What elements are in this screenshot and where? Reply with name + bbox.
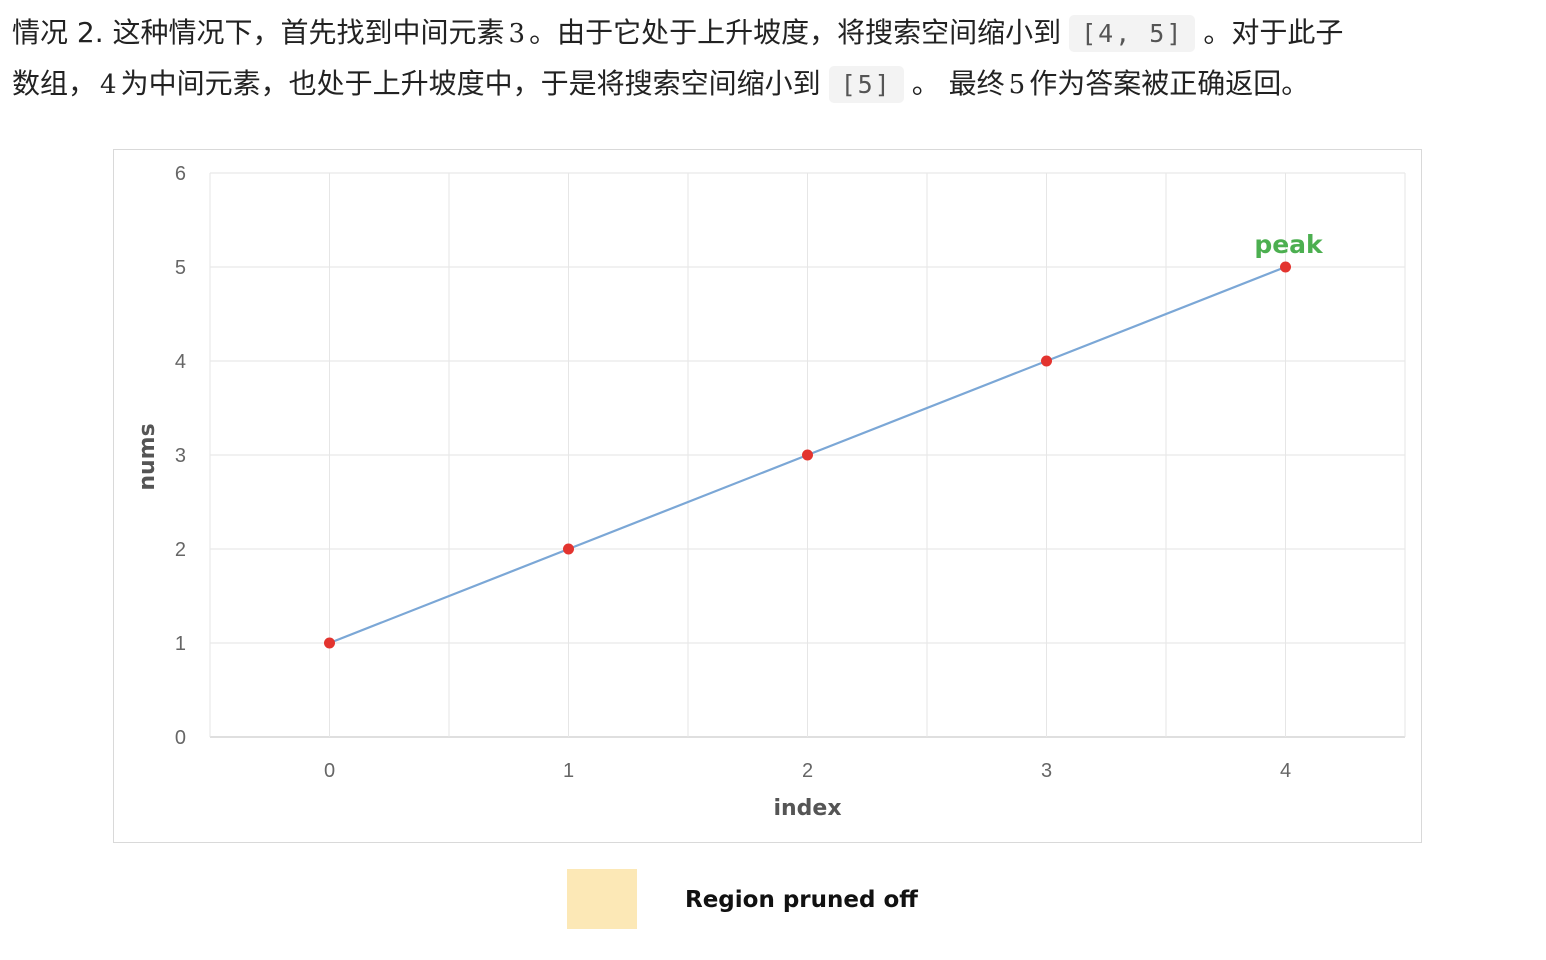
text-segment: 数组， — [12, 67, 97, 100]
text-segment: 。 最终 — [911, 67, 1005, 100]
y-tick-label: 3 — [175, 445, 186, 467]
x-tick-label: 4 — [1280, 760, 1291, 782]
math-number: 3 — [508, 19, 526, 49]
inline-code: [4, 5] — [1069, 15, 1196, 52]
y-axis-title: nums — [135, 423, 160, 490]
x-tick-label: 0 — [324, 760, 335, 782]
legend: Region pruned off — [567, 869, 987, 929]
explanation-paragraph: 情况 2. 这种情况下，首先找到中间元素 3 。由于它处于上升坡度，将搜索空间缩小到… — [12, 8, 1537, 110]
x-tick-label: 3 — [1041, 760, 1052, 782]
paragraph-line-2: 数组， 4 为中间元素，也处于上升坡度中，于是将搜索空间缩小到 [5]。 最终 5 作为答… — [12, 59, 1537, 110]
y-tick-label: 5 — [175, 257, 186, 279]
line-chart: 0 1 2 3 4 5 6 0 1 2 3 4 index nums peak — [135, 163, 1406, 821]
inline-code: [5] — [828, 66, 904, 103]
paragraph-line-1: 情况 2. 这种情况下，首先找到中间元素 3 。由于它处于上升坡度，将搜索空间缩小到… — [12, 8, 1537, 59]
text-segment: 情况 2. 这种情况下，首先找到中间元素 — [12, 16, 505, 49]
math-number: 4 — [100, 70, 117, 100]
text-segment: 为中间元素，也处于上升坡度中，于是将搜索空间缩小到 — [120, 67, 821, 100]
x-tick-label: 2 — [802, 760, 813, 782]
y-tick-label: 2 — [175, 539, 186, 561]
data-point — [1041, 355, 1052, 367]
axis-layer: 0 1 2 3 4 5 6 0 1 2 3 4 — [175, 163, 1291, 782]
x-tick-label: 1 — [563, 760, 574, 782]
label-layer: index nums peak — [135, 230, 1324, 821]
y-tick-label: 0 — [175, 727, 186, 749]
chart-frame: 0 1 2 3 4 5 6 0 1 2 3 4 index nums peak — [113, 149, 1422, 843]
text-segment: 。对于此子 — [1203, 16, 1344, 49]
x-axis-title: index — [773, 796, 841, 821]
data-point — [802, 449, 813, 461]
data-point — [1280, 261, 1291, 273]
y-tick-label: 4 — [175, 351, 186, 373]
series-layer — [324, 261, 1291, 649]
data-point — [324, 637, 335, 649]
legend-swatch — [567, 869, 637, 929]
math-number: 5 — [1008, 70, 1026, 100]
y-tick-label: 1 — [175, 633, 186, 655]
text-segment: 作为答案被正确返回。 — [1029, 67, 1310, 100]
legend-label: Region pruned off — [685, 887, 918, 913]
peak-annotation: peak — [1254, 230, 1324, 259]
data-point — [563, 543, 574, 555]
y-tick-label: 6 — [175, 163, 186, 185]
text-segment: 。由于它处于上升坡度，将搜索空间缩小到 — [529, 16, 1062, 49]
